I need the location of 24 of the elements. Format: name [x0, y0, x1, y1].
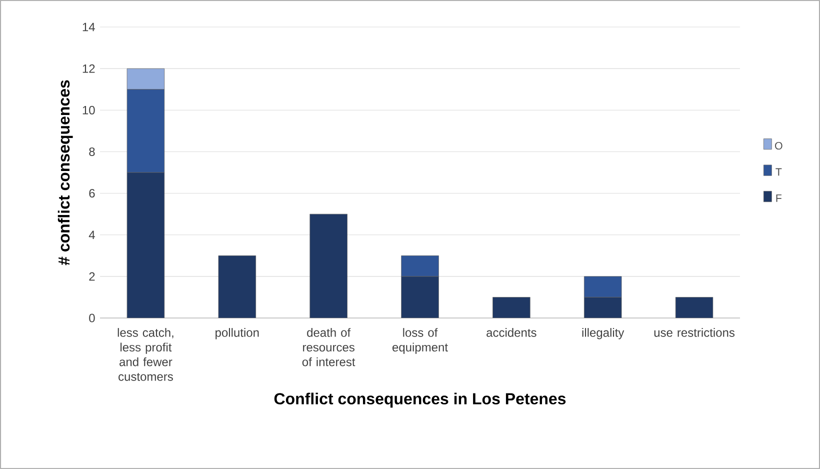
y-tick-label: 14 [82, 22, 95, 32]
x-tick-label: pollution [216, 328, 259, 340]
legend-label: F [776, 194, 782, 202]
bar [675, 297, 714, 318]
bar [310, 214, 348, 318]
y-tick-label: 0 [89, 314, 95, 322]
y-axis-title: # conflict consequences [58, 80, 73, 266]
bar [218, 255, 256, 318]
bar [492, 297, 530, 318]
x-tick-label: death of resources of interest [302, 328, 356, 366]
x-tick-label: use restrictions [654, 328, 735, 337]
y-tick-label: 10 [82, 106, 95, 114]
y-tick-label: 6 [89, 189, 95, 198]
y-tick-label: 8 [89, 147, 95, 156]
legend-label: T [776, 168, 782, 176]
legend-label: O [775, 142, 782, 150]
x-tick-label: accidents [486, 328, 536, 337]
x-axis-title: Conflict consequences in Los Petenes [274, 392, 566, 408]
y-tick-label: 12 [82, 64, 95, 73]
y-tick-label: 2 [89, 272, 95, 281]
x-tick-label: illegality [582, 328, 624, 340]
x-tick-label: less catch, less profit and fewer customers [118, 328, 174, 381]
y-tick-label: 4 [88, 230, 95, 239]
x-tick-label: loss of equipment [392, 328, 448, 354]
